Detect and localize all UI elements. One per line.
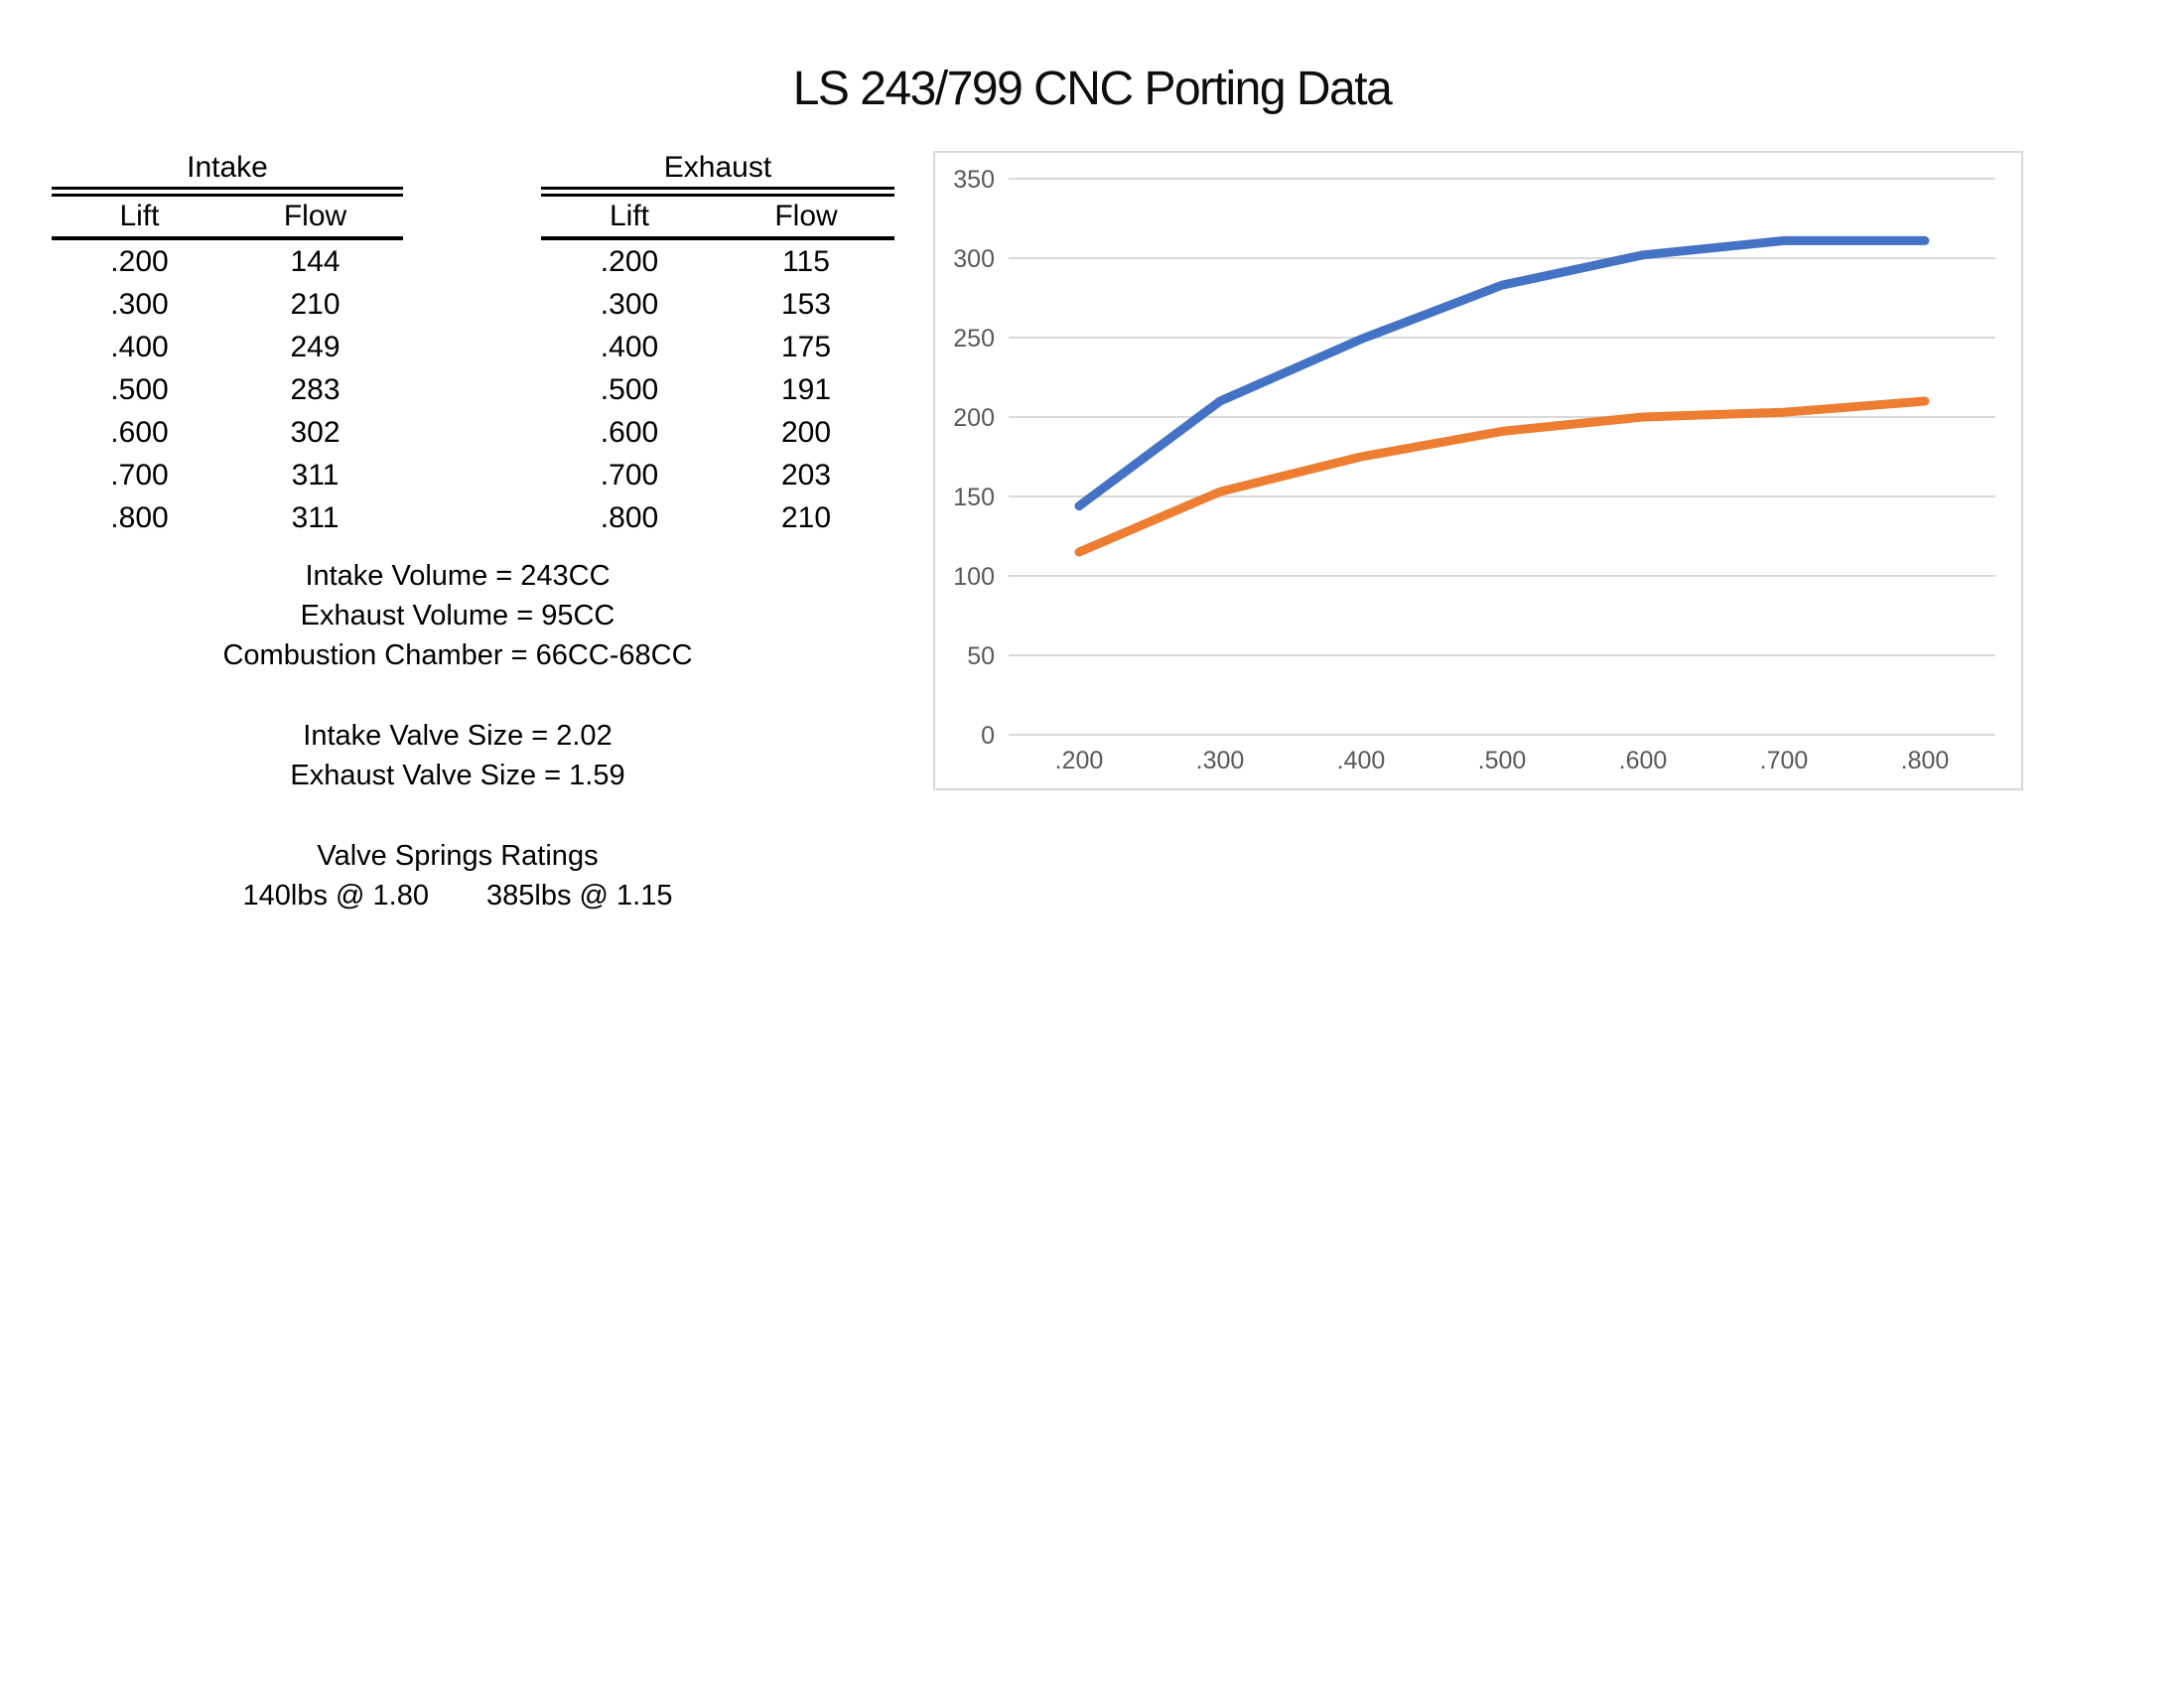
exhaust-table-body: .200 115 .300 153 .400 175 .500 191 .600 200 .700 2…: [541, 240, 894, 539]
spring-rating-2: 385lbs @ 1.15: [486, 880, 673, 912]
table-row: .500 283: [52, 368, 403, 411]
series-line-intake: [1074, 235, 1930, 511]
table-cell: .800: [600, 501, 659, 534]
column-header-lift: Lift: [119, 200, 160, 232]
table-cell: .400: [110, 331, 169, 363]
y-axis-tick-label: 0: [981, 722, 995, 750]
intake-valve-size-spec: Intake Valve Size = 2.02: [303, 720, 613, 752]
table-cell: .500: [600, 373, 659, 406]
y-axis-tick-label: 50: [967, 642, 995, 670]
valve-springs-ratings: 140lbs @ 1.80 385lbs @ 1.15: [130, 876, 785, 915]
x-axis-tick-label: .500: [1478, 747, 1527, 774]
table-cell: .300: [110, 288, 169, 321]
table-row: .300 153: [541, 283, 894, 326]
valve-size-specs: Intake Valve Size = 2.02 Exhaust Valve S…: [130, 716, 785, 795]
table-cell: 144: [290, 245, 341, 278]
table-cell: 210: [290, 288, 341, 321]
x-axis-tick-label: .600: [1619, 747, 1668, 774]
volume-specs: Intake Volume = 243CC Exhaust Volume = 9…: [130, 556, 785, 675]
exhaust-valve-size-spec: Exhaust Valve Size = 1.59: [290, 760, 625, 791]
y-axis-tick-label: 350: [953, 166, 995, 194]
valve-springs-title: Valve Springs Ratings: [317, 840, 599, 872]
table-row: .700 311: [52, 454, 403, 496]
table-cell: .400: [600, 331, 659, 363]
x-axis-tick-label: .400: [1337, 747, 1386, 774]
column-header-lift: Lift: [609, 200, 650, 232]
table-cell: 191: [780, 373, 832, 406]
exhaust-table-header: Lift Flow: [541, 197, 894, 236]
table-row: .400 249: [52, 326, 403, 368]
header-rule-divider: [541, 236, 894, 240]
combustion-chamber-spec: Combustion Chamber = 66CC-68CC: [222, 639, 693, 671]
table-cell: 115: [782, 245, 830, 278]
table-cell: 200: [780, 416, 832, 449]
table-cell: .700: [600, 459, 659, 492]
table-cell: .600: [600, 416, 659, 449]
table-cell: 175: [780, 331, 832, 363]
spring-rating-1: 140lbs @ 1.80: [242, 880, 429, 912]
y-axis-tick-label: 300: [953, 245, 995, 273]
table-row: .600 200: [541, 411, 894, 454]
table-cell: 311: [291, 501, 340, 534]
y-axis-tick-label: 100: [953, 563, 995, 591]
table-cell: 311: [291, 459, 340, 492]
exhaust-table: Exhaust Lift Flow .200 115 .300 153 .400 175.…: [541, 149, 894, 539]
y-axis-tick-label: 250: [953, 325, 995, 352]
intake-table: Intake Lift Flow .200 144 .300 210 .400 249 .5…: [52, 149, 403, 539]
intake-table-title: Intake: [187, 151, 268, 184]
table-row: .700 203: [541, 454, 894, 496]
table-cell: .500: [110, 373, 169, 406]
table-cell: 210: [780, 501, 832, 534]
table-row: .300 210: [52, 283, 403, 326]
flow-chart-svg: 0 50 100 150 200 250 300 350 .200 .300 .400 .500 .60…: [933, 151, 2023, 790]
table-row: .400 175: [541, 326, 894, 368]
table-cell: 283: [290, 373, 341, 406]
x-axis-tick-label: .700: [1760, 747, 1809, 774]
table-row: .200 115: [541, 240, 894, 283]
page-title: LS 243/799 CNC Porting Data: [792, 63, 1393, 115]
table-cell: 153: [780, 288, 832, 321]
x-axis-tick-label: .800: [1901, 747, 1950, 774]
y-axis-tick-label: 150: [953, 484, 995, 511]
y-axis-tick-label: 200: [953, 404, 995, 432]
table-row: .500 191: [541, 368, 894, 411]
table-cell: 249: [290, 331, 341, 363]
table-row: .800 311: [52, 496, 403, 539]
table-cell: .300: [600, 288, 659, 321]
intake-table-header: Lift Flow: [52, 197, 403, 236]
valve-springs-specs: Valve Springs Ratings 140lbs @ 1.80 385lb…: [130, 836, 785, 915]
table-cell: .200: [600, 245, 659, 278]
table-cell: .200: [110, 245, 169, 278]
table-cell: 302: [290, 416, 341, 449]
specs-block: Intake Volume = 243CC Exhaust Volume = 9…: [130, 556, 785, 915]
table-row: .800 210: [541, 496, 894, 539]
table-cell: .800: [110, 501, 169, 534]
table-cell: .600: [110, 416, 169, 449]
intake-table-body: .200 144 .300 210 .400 249 .500 283 .600 302 .700 3…: [52, 240, 403, 539]
x-axis-tick-label: .200: [1055, 747, 1104, 774]
double-rule-divider: [52, 187, 403, 197]
column-header-flow: Flow: [283, 200, 347, 232]
table-row: .600 302: [52, 411, 403, 454]
intake-volume-spec: Intake Volume = 243CC: [305, 560, 611, 592]
column-header-flow: Flow: [774, 200, 838, 232]
flow-chart: 0 50 100 150 200 250 300 350 .200 .300 .400 .500 .60…: [933, 151, 2023, 790]
exhaust-volume-spec: Exhaust Volume = 95CC: [300, 600, 615, 632]
chart-border: [933, 151, 2023, 790]
series-line-exhaust: [1074, 396, 1930, 557]
header-rule-divider: [52, 236, 403, 240]
table-cell: 203: [780, 459, 832, 492]
exhaust-table-title: Exhaust: [663, 151, 772, 184]
double-rule-divider: [541, 187, 894, 197]
x-axis-tick-label: .300: [1196, 747, 1245, 774]
table-row: .200 144: [52, 240, 403, 283]
table-cell: .700: [110, 459, 169, 492]
